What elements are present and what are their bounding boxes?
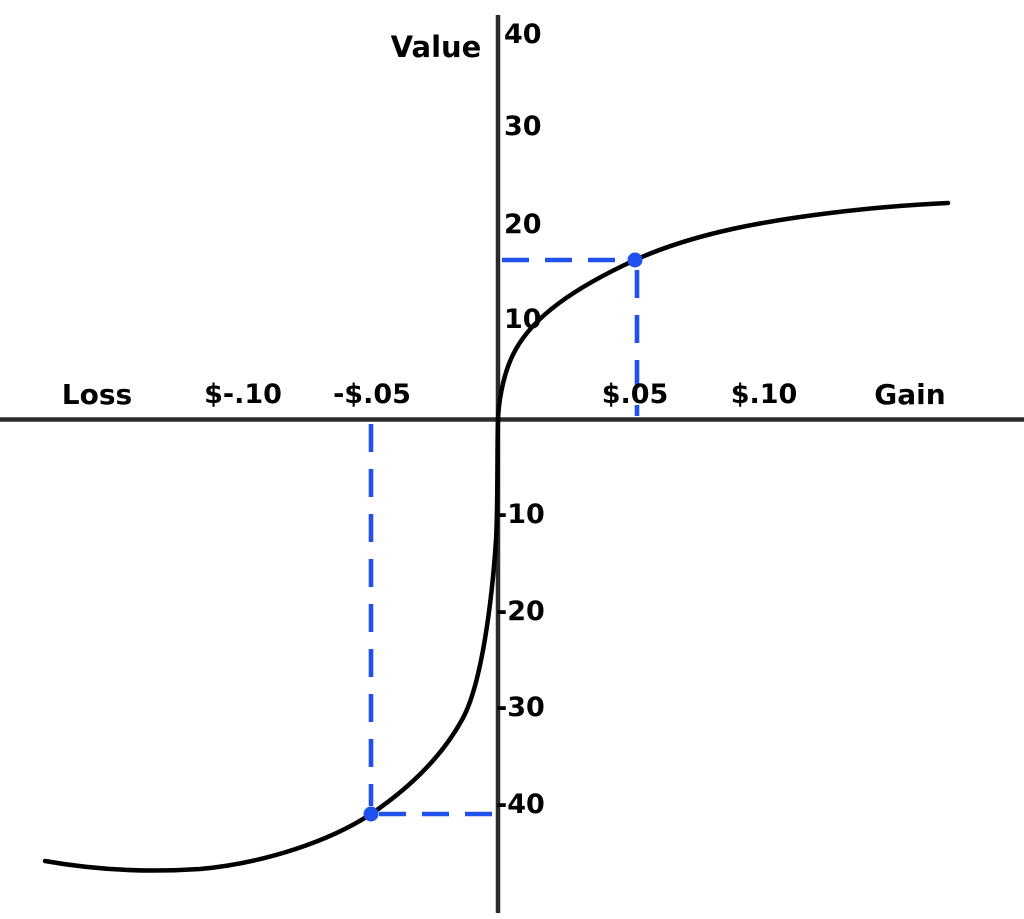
loss-data-point — [363, 806, 379, 822]
y-tick-label-neg40: -40 — [496, 789, 545, 820]
x-tick-label-neg005: -$.05 — [333, 379, 411, 410]
y-tick-label-30: 30 — [504, 111, 542, 142]
y-tick-label-neg30: -30 — [496, 692, 545, 723]
x-tick-label-pos005: $.05 — [601, 379, 669, 410]
y-tick-label-10: 10 — [504, 304, 542, 335]
y-axis-title: Value — [390, 30, 482, 64]
y-tick-label-20: 20 — [504, 209, 542, 240]
x-axis-loss-label: Loss — [61, 378, 133, 411]
y-tick-label-neg10: -10 — [496, 499, 545, 530]
x-tick-label-neg010: $-.10 — [204, 379, 282, 410]
x-axis-gain-label: Gain — [874, 378, 946, 411]
gain-data-point — [627, 252, 643, 268]
x-tick-label-pos010: $.10 — [730, 379, 798, 410]
value-function-curve — [42, 200, 951, 873]
y-tick-label-40: 40 — [504, 19, 542, 50]
y-tick-label-neg20: -20 — [496, 596, 545, 627]
